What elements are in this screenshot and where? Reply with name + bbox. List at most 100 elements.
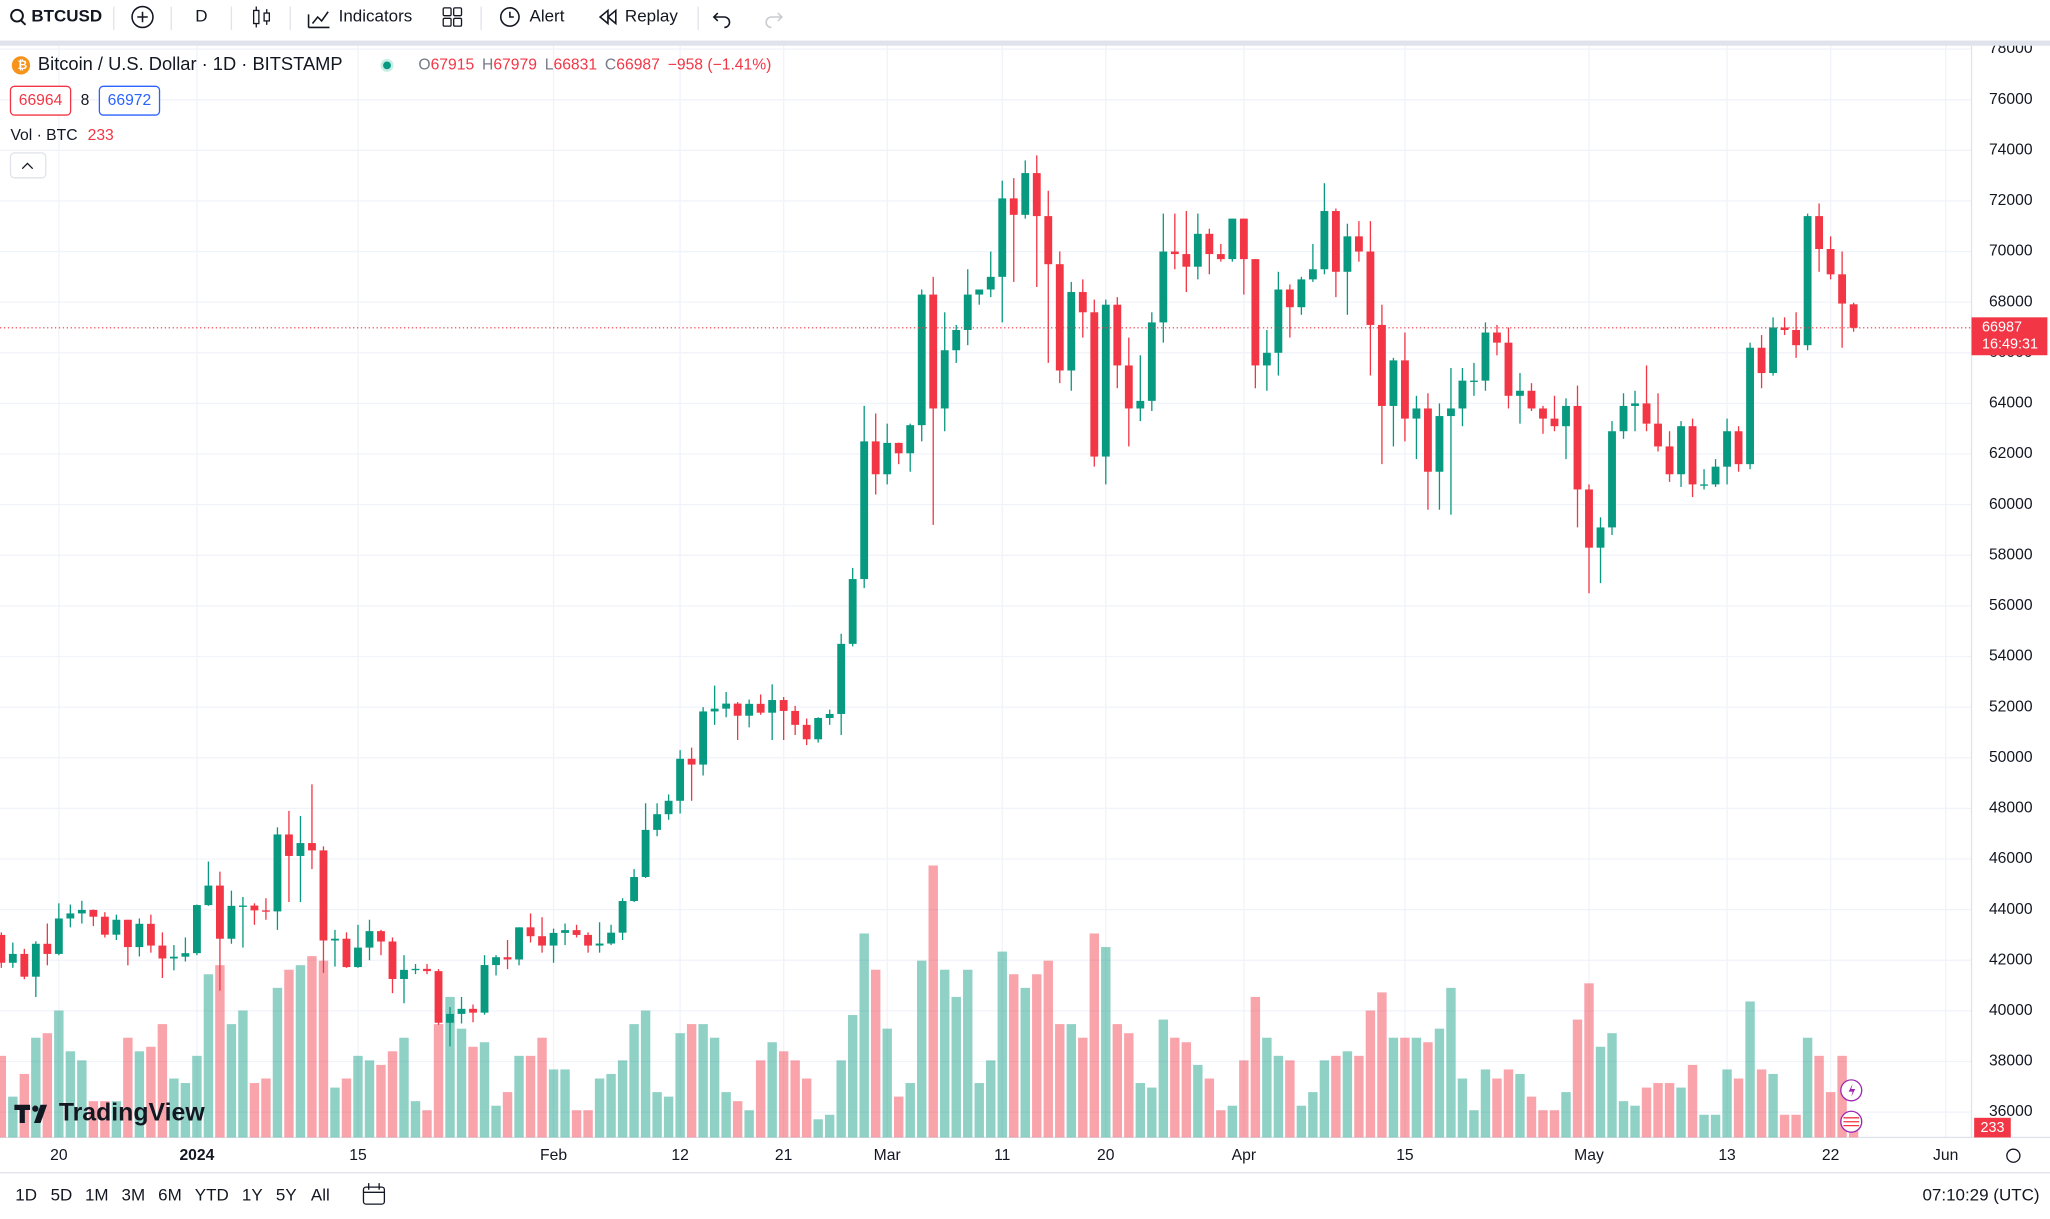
candle-body (158, 945, 167, 959)
chart-type-button[interactable] (252, 6, 270, 28)
volume-bar (111, 1101, 122, 1138)
search-icon-handle (20, 19, 27, 26)
y-tick-label: 46000 (1989, 850, 2033, 867)
candle-body (998, 198, 1007, 277)
volume-bar (1779, 1114, 1790, 1138)
candle-body (1101, 304, 1110, 457)
volume-bar (1032, 974, 1042, 1138)
candle-body (1642, 403, 1651, 424)
candle-body (871, 441, 880, 475)
range-button[interactable]: 6M (158, 1186, 182, 1205)
candle-body (1262, 352, 1271, 366)
indicators-button[interactable]: Indicators (339, 6, 413, 25)
candle-body (1113, 304, 1122, 366)
volume-bar (1066, 1024, 1076, 1138)
volume-bars (0, 865, 1859, 1138)
volume-bar (744, 1110, 754, 1138)
candles (0, 155, 1858, 1047)
candle-body (733, 703, 742, 716)
volume-bar (238, 1010, 248, 1138)
range-button[interactable]: 1D (15, 1186, 37, 1205)
candle-body (917, 294, 926, 426)
add-symbol-button[interactable] (131, 5, 154, 29)
volume-bar (1549, 1110, 1560, 1138)
range-button[interactable]: 1Y (242, 1186, 263, 1205)
volume-bar (410, 1101, 421, 1138)
buy-button[interactable] (98, 85, 161, 116)
toolbar-divider (0, 40, 2050, 46)
candle-body (687, 758, 696, 765)
candle-body (1251, 259, 1260, 366)
sell-button[interactable] (9, 85, 72, 116)
date-range-icon[interactable] (362, 1186, 386, 1205)
countdown: 16:49:31 (1982, 337, 2038, 353)
volume-bar (364, 1060, 375, 1138)
candle-body (1412, 408, 1421, 419)
candle-body (365, 931, 374, 948)
candle-body (1504, 342, 1513, 396)
volume-bar (1354, 1055, 1364, 1138)
volume-bar (1480, 1069, 1491, 1138)
candle-body (768, 700, 777, 713)
market-status-dot (383, 61, 391, 70)
x-tick-label: 15 (349, 1147, 367, 1164)
volume-value: 233 (88, 127, 114, 144)
candle-body (1205, 233, 1214, 255)
range-button[interactable]: All (311, 1186, 330, 1205)
volume-bar (399, 1037, 409, 1138)
range-button[interactable]: 5D (51, 1186, 73, 1205)
candle-body (929, 294, 938, 409)
volume-bar (376, 1064, 386, 1138)
volume-bar (1388, 1037, 1399, 1138)
candle-body (653, 814, 662, 830)
legend-title: Bitcoin / U.S. Dollar · 1D · BITSTAMP (38, 53, 343, 74)
volume-bar (468, 1046, 478, 1138)
candle-body (1711, 466, 1720, 485)
candle-body (860, 441, 869, 580)
candle-body (354, 947, 362, 968)
volume-bar (1653, 1083, 1663, 1138)
redo-button[interactable] (765, 12, 783, 29)
y-tick-label: 70000 (1989, 243, 2033, 260)
volume-bar (1296, 1105, 1307, 1138)
candle-body (837, 643, 846, 714)
x-tick-label: 21 (775, 1147, 792, 1164)
volume-bar (1204, 1078, 1215, 1138)
layout-button[interactable] (442, 7, 463, 27)
alert-button[interactable]: Alert (530, 6, 565, 25)
candle-body (676, 758, 685, 801)
clock[interactable]: 07:10:29 (UTC) (1922, 1186, 2039, 1205)
candle-body (1677, 426, 1685, 475)
collapse-button[interactable] (9, 152, 47, 179)
calendar-lines (363, 1183, 385, 1193)
candle-body (1297, 279, 1306, 308)
replay-icon (598, 8, 617, 26)
candle-body (1182, 254, 1191, 267)
candle-body (400, 969, 408, 979)
candle-body (883, 442, 892, 475)
symbol[interactable]: BTCUSD (31, 6, 102, 25)
range-button[interactable]: 3M (122, 1186, 146, 1205)
search-icon[interactable] (10, 8, 24, 23)
volume-bar (318, 960, 329, 1138)
candle-body (1585, 489, 1593, 548)
replay-button[interactable]: Replay (625, 6, 678, 25)
volume-bar (882, 1028, 892, 1138)
interval-button[interactable]: D (195, 6, 207, 25)
volume-bar (491, 1105, 501, 1138)
candle-body (710, 708, 719, 712)
range-button[interactable]: 1M (85, 1186, 109, 1205)
undo-button[interactable] (712, 12, 731, 29)
candle-body (146, 923, 155, 946)
range-button[interactable]: YTD (195, 1186, 229, 1205)
volume-bar (1319, 1060, 1330, 1138)
volume-bar (88, 1101, 99, 1138)
candle-body (802, 724, 811, 740)
range-button[interactable]: 5Y (276, 1186, 297, 1205)
settings-icon (2006, 1148, 2021, 1163)
volume-bar (387, 1051, 398, 1138)
volume-bar (905, 1083, 915, 1138)
volume-bar (801, 1078, 812, 1138)
candle-body (1366, 251, 1375, 325)
